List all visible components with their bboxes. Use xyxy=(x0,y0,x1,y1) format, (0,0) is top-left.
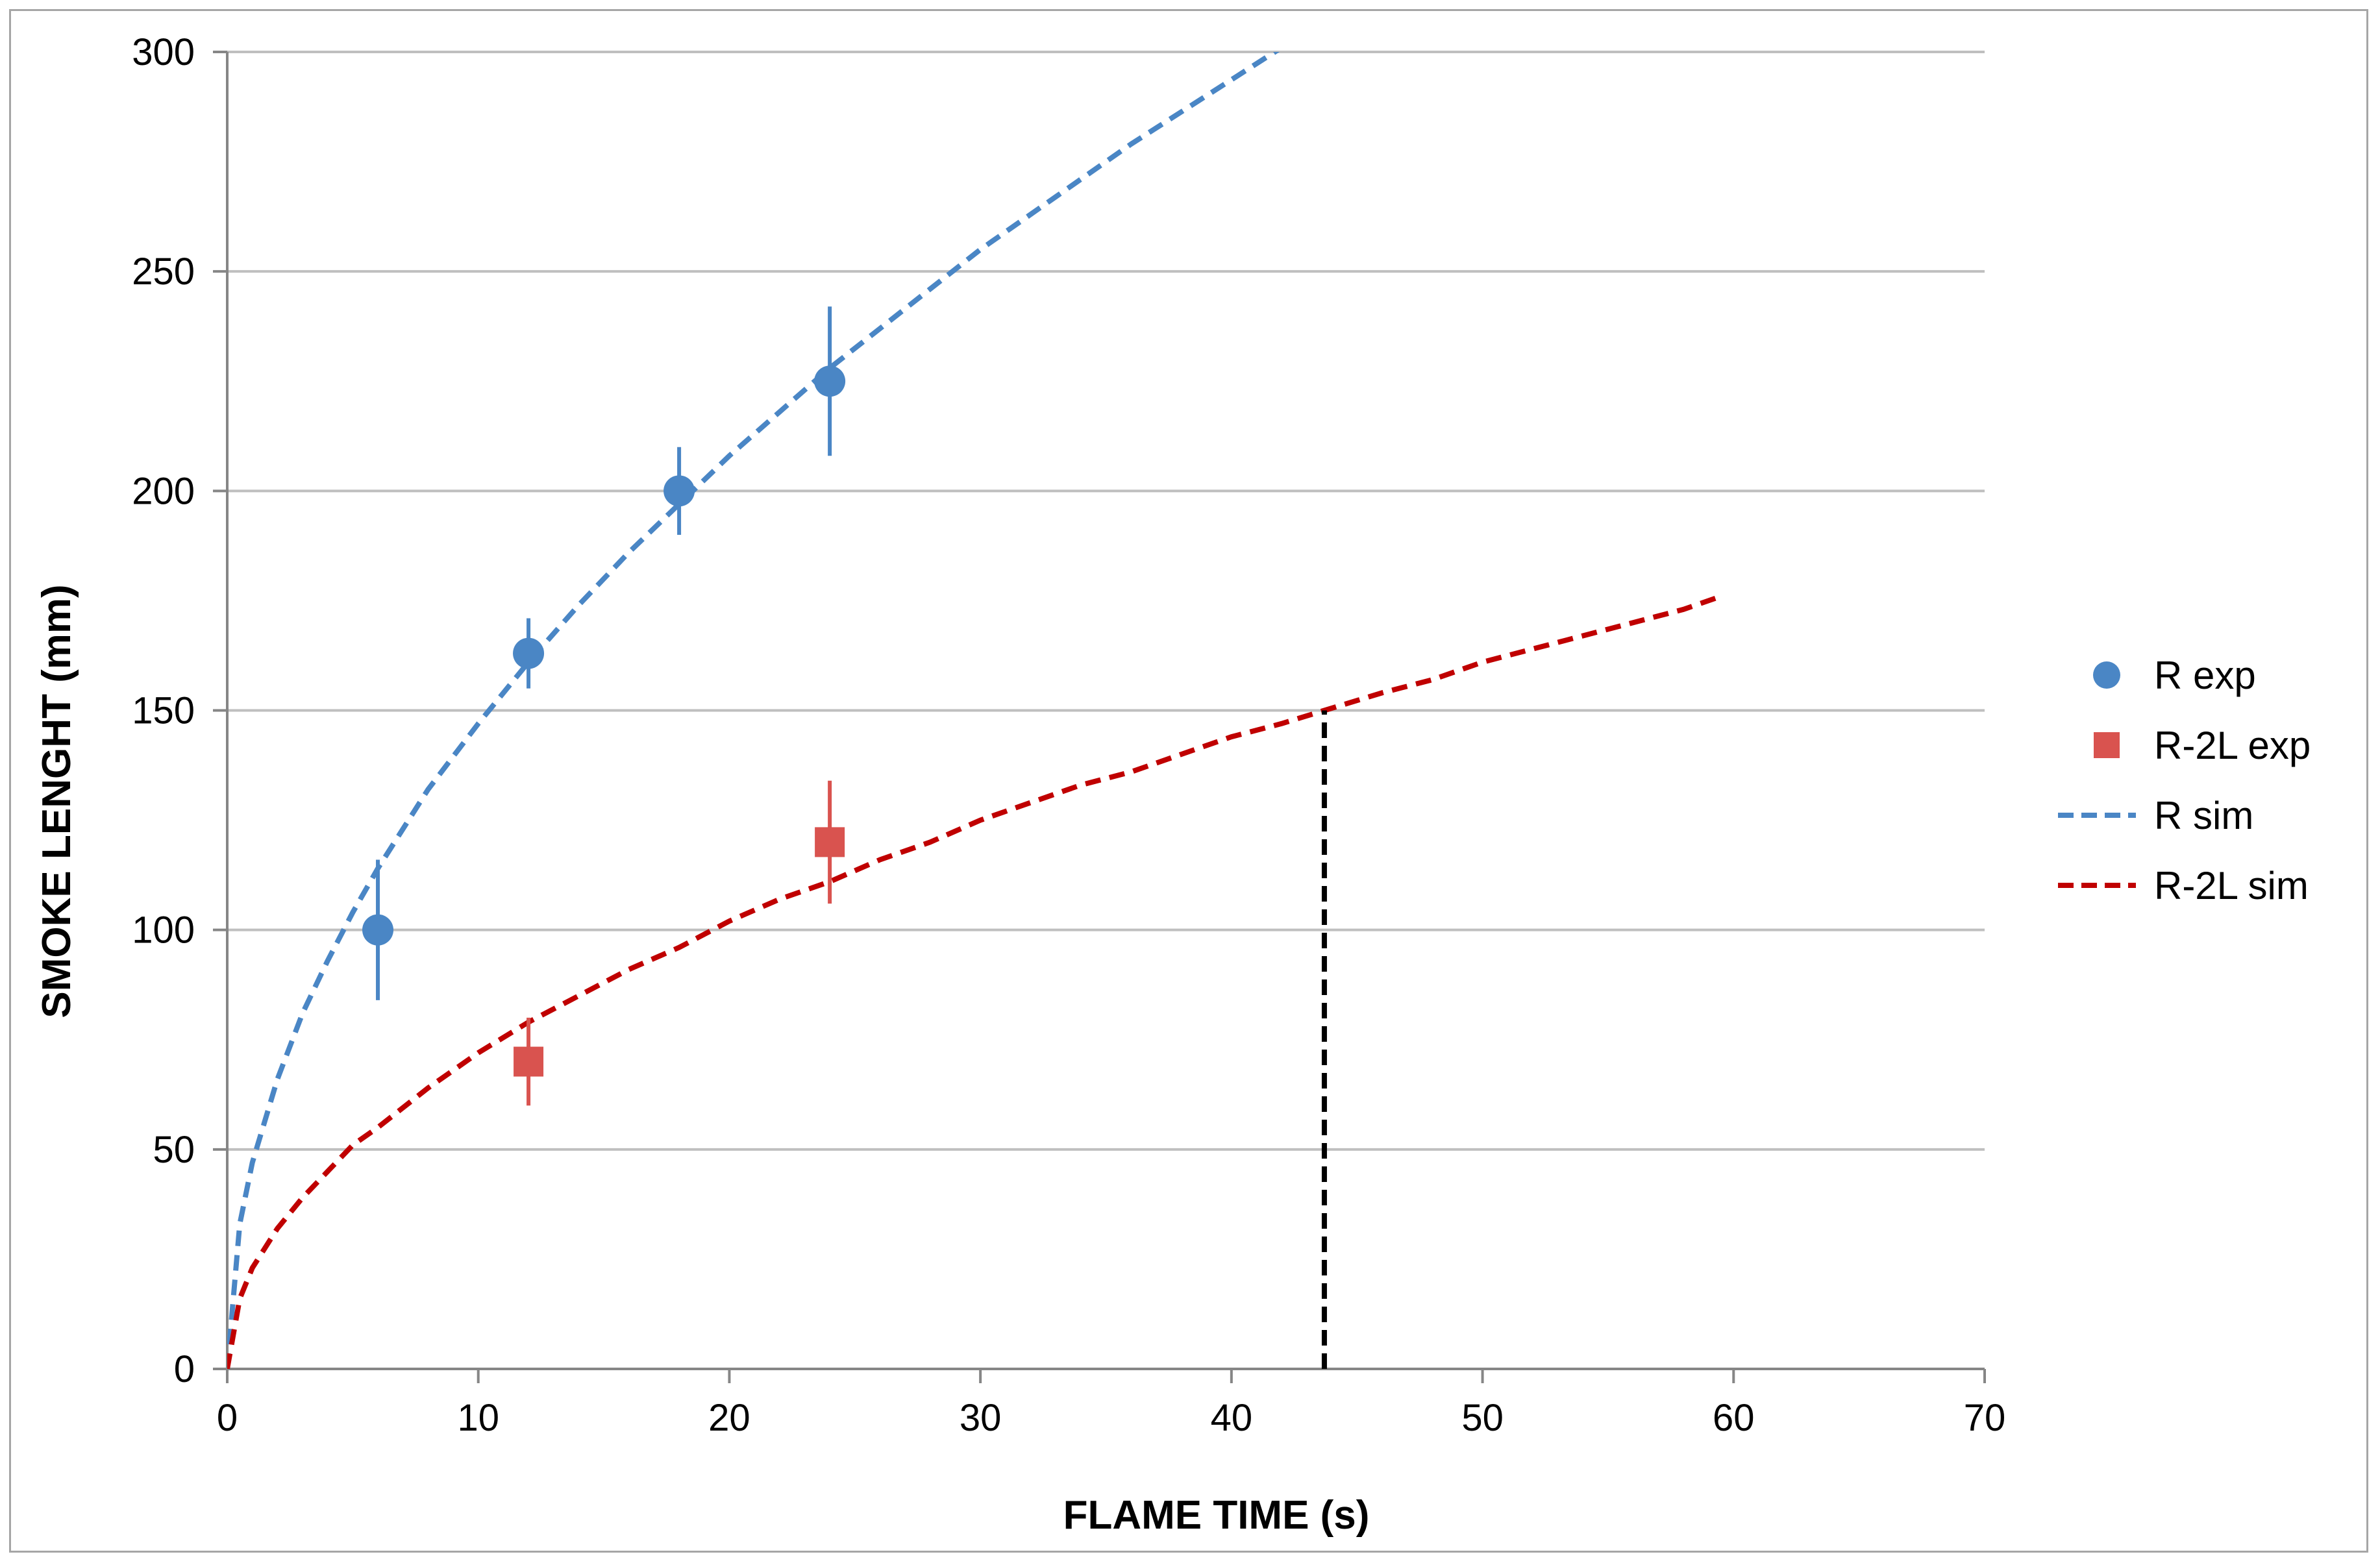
point-r-2l-exp xyxy=(815,827,845,857)
legend-marker-r-exp xyxy=(2093,661,2120,689)
point-r-exp xyxy=(513,637,545,669)
legend-label-r-exp: R exp xyxy=(2154,654,2256,697)
legend: R exp R-2L exp R sim R-2L sim xyxy=(2058,654,2311,907)
x-tick-label: 70 xyxy=(1964,1397,2006,1439)
y-tick-label: 150 xyxy=(132,690,195,732)
point-r-exp xyxy=(663,475,695,507)
y-tick-label: 200 xyxy=(132,470,195,512)
x-tick-label: 20 xyxy=(708,1397,750,1439)
chart-frame xyxy=(9,9,2368,1553)
x-tick-label: 40 xyxy=(1211,1397,1253,1439)
tick-labels: 0 50 100 150 200 250 300 0 10 20 30 40 50 60 70 xyxy=(132,31,2005,1439)
y-axis-title: SMOKE LENGHT (mm) xyxy=(34,584,79,1018)
y-tick-label: 250 xyxy=(132,251,195,293)
y-tick-label: 50 xyxy=(153,1129,195,1171)
series-line-r-sim xyxy=(227,52,1280,1369)
x-tick-label: 0 xyxy=(217,1397,238,1439)
legend-label-r-sim: R sim xyxy=(2154,794,2253,837)
x-tick-label: 60 xyxy=(1713,1397,1755,1439)
y-tick-label: 100 xyxy=(132,909,195,952)
y-tick-label: 300 xyxy=(132,31,195,73)
x-tick-label: 30 xyxy=(960,1397,1002,1439)
series-lines xyxy=(227,52,1722,1369)
point-r-exp xyxy=(814,365,846,397)
gridlines xyxy=(227,51,1985,1151)
series-line-r-2l-sim xyxy=(227,593,1722,1369)
x-axis-title: FLAME TIME (s) xyxy=(1063,1493,1370,1538)
legend-marker-r-2l-exp xyxy=(2094,732,2120,758)
legend-label-r-2l-sim: R-2L sim xyxy=(2154,864,2309,907)
series-points xyxy=(362,306,846,1106)
y-tick-label: 0 xyxy=(174,1348,195,1390)
axes xyxy=(213,51,1986,1383)
point-r-2l-exp xyxy=(514,1046,544,1077)
point-r-exp xyxy=(362,914,394,946)
x-tick-label: 50 xyxy=(1461,1397,1504,1439)
legend-label-r-2l-exp: R-2L exp xyxy=(2154,724,2311,767)
x-tick-label: 10 xyxy=(457,1397,499,1439)
